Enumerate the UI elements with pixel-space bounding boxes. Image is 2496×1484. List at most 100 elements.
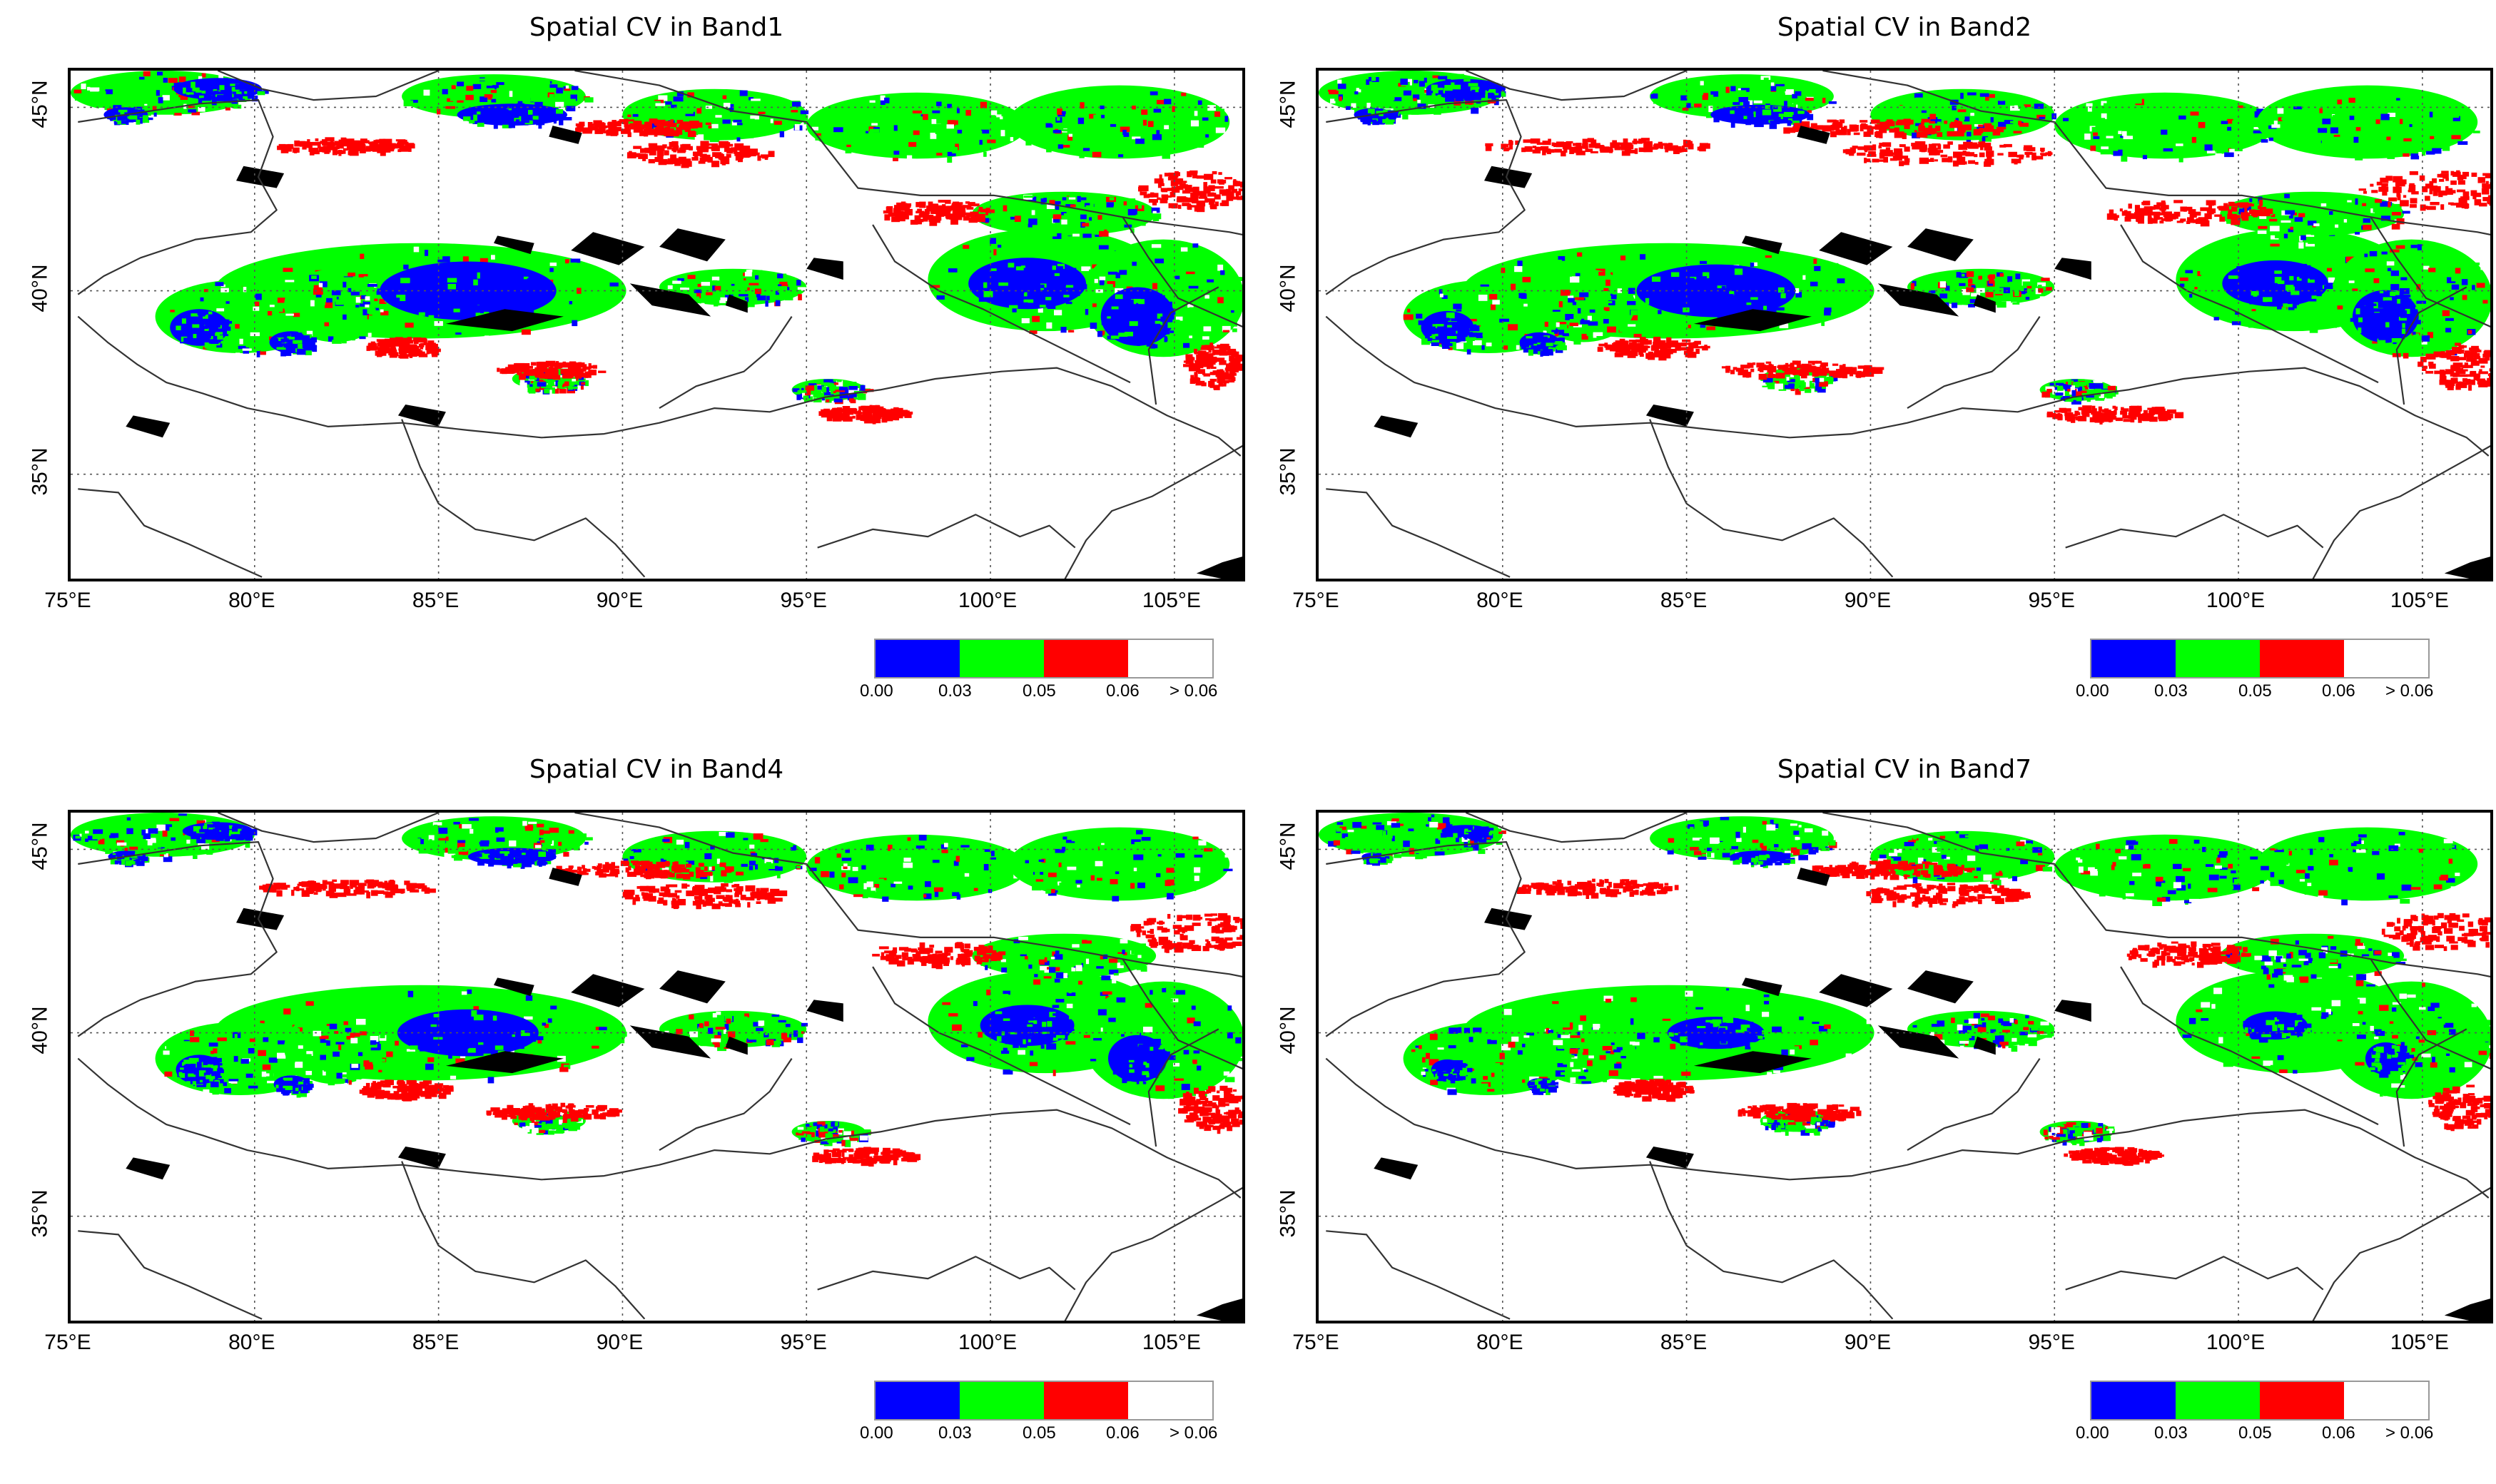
- masked-patch: [806, 258, 843, 280]
- masked-patch: [1374, 415, 1418, 437]
- latitude-label: 40°N: [1264, 1005, 1314, 1055]
- longitude-label: 75°E: [25, 1331, 111, 1355]
- legend-swatch: [2176, 640, 2260, 677]
- masked-patch: [236, 166, 284, 188]
- boundary-line: [1907, 1059, 2040, 1151]
- boundary-line: [818, 514, 1075, 547]
- longitude-label: 75°E: [25, 589, 111, 613]
- legend-tick-label: > 0.06: [2385, 1423, 2433, 1443]
- longitude-label: 95°E: [761, 589, 846, 613]
- latitude-label-text: 40°N: [29, 264, 53, 312]
- latitude-label: 35°N: [16, 1189, 66, 1239]
- cv-speckle: [2047, 405, 2184, 425]
- cv-legend: [874, 1381, 1214, 1421]
- legend-tick-label: 0.03: [938, 681, 972, 701]
- latitude-label-text: 45°N: [1277, 81, 1301, 128]
- boundary-line: [1326, 1231, 1510, 1318]
- longitude-label: 75°E: [1273, 589, 1359, 613]
- boundary-line: [1326, 489, 1510, 576]
- latitude-label-text: 45°N: [29, 823, 53, 870]
- legend-tick-label: > 0.06: [1170, 1423, 1217, 1443]
- cv-legend: [2090, 1381, 2430, 1421]
- masked-patch: [1819, 232, 1892, 265]
- legend-swatch: [1128, 1382, 1212, 1419]
- legend-swatch: [2260, 640, 2344, 677]
- masked-patch: [126, 1157, 170, 1179]
- latitude-label: 40°N: [16, 1005, 66, 1055]
- cv-legend: [2090, 639, 2430, 679]
- legend-swatch: [2344, 640, 2428, 677]
- cv-speckle: [1738, 1103, 1862, 1122]
- cv-speckle: [1528, 1079, 1558, 1095]
- cv-map: [71, 71, 1245, 581]
- masked-patch: [236, 908, 284, 930]
- longitude-label: 85°E: [393, 1331, 479, 1355]
- latitude-label: 35°N: [16, 447, 66, 497]
- map-title: Spatial CV in Band1: [68, 13, 1245, 42]
- cv-map: [71, 813, 1245, 1323]
- cv-speckle: [275, 1077, 313, 1098]
- longitude-label: 80°E: [1457, 589, 1543, 613]
- legend-tick-label: 0.06: [1106, 1423, 1140, 1443]
- mid-cv-region: [806, 93, 1027, 159]
- boundary-line: [1907, 317, 2040, 408]
- masked-patch: [806, 1000, 843, 1022]
- cv-speckle: [1613, 1079, 1695, 1102]
- longitude-label: 105°E: [2377, 589, 2462, 613]
- latitude-label: 45°N: [1264, 821, 1314, 871]
- masked-patch: [659, 970, 726, 1003]
- legend-swatch: [1044, 1382, 1128, 1419]
- boundary-line: [2312, 445, 2492, 581]
- boundary-line: [659, 317, 792, 408]
- legend-swatch: [2260, 1382, 2344, 1419]
- cv-legend: [874, 639, 1214, 679]
- longitude-label: 90°E: [1825, 589, 1910, 613]
- longitude-label: 95°E: [2009, 1331, 2094, 1355]
- legend-tick-label: 0.05: [1023, 681, 1056, 701]
- longitude-label: 90°E: [1825, 1331, 1910, 1355]
- legend-tick-label: 0.03: [2154, 1423, 2188, 1443]
- longitude-label: 100°E: [945, 589, 1030, 613]
- latitude-label: 35°N: [1264, 1189, 1314, 1239]
- map-frame: [68, 68, 1245, 581]
- legend-tick-label: 0.00: [2076, 1423, 2109, 1443]
- masked-patch: [1374, 1157, 1418, 1179]
- longitude-label: 95°E: [761, 1331, 846, 1355]
- legend-tick-label: 0.06: [2322, 681, 2355, 701]
- longitude-label: 90°E: [577, 589, 662, 613]
- cv-map: [1319, 71, 2493, 581]
- longitude-label: 105°E: [1129, 589, 1214, 613]
- longitude-label: 80°E: [209, 1331, 295, 1355]
- latitude-label: 40°N: [16, 263, 66, 313]
- longitude-label: 100°E: [2193, 1331, 2278, 1355]
- latitude-label: 45°N: [1264, 79, 1314, 129]
- latitude-label: 45°N: [16, 821, 66, 871]
- latitude-label-text: 35°N: [1277, 1189, 1301, 1237]
- mid-cv-region: [2330, 240, 2492, 357]
- legend-swatch: [1044, 640, 1128, 677]
- legend-swatch: [960, 1382, 1044, 1419]
- longitude-label: 75°E: [1273, 1331, 1359, 1355]
- boundary-line: [78, 489, 262, 576]
- latitude-label-text: 40°N: [1277, 264, 1301, 312]
- masked-patch: [1484, 166, 1532, 188]
- legend-tick-label: 0.06: [2322, 1423, 2355, 1443]
- masked-patch: [659, 228, 726, 261]
- boundary-line: [818, 1256, 1075, 1289]
- cv-map: [1319, 813, 2493, 1323]
- longitude-label: 100°E: [945, 1331, 1030, 1355]
- legend-tick-label: 0.00: [860, 681, 893, 701]
- legend-tick-label: 0.05: [2238, 681, 2272, 701]
- legend-tick-label: 0.00: [2076, 681, 2109, 701]
- latitude-label-text: 45°N: [1277, 823, 1301, 870]
- legend-swatch: [876, 640, 960, 677]
- legend-tick-label: 0.00: [860, 1423, 893, 1443]
- longitude-label: 80°E: [209, 589, 295, 613]
- map-frame: [1316, 68, 2493, 581]
- masked-patch: [1484, 908, 1532, 930]
- legend-swatch: [2344, 1382, 2428, 1419]
- masked-patch: [2054, 258, 2091, 280]
